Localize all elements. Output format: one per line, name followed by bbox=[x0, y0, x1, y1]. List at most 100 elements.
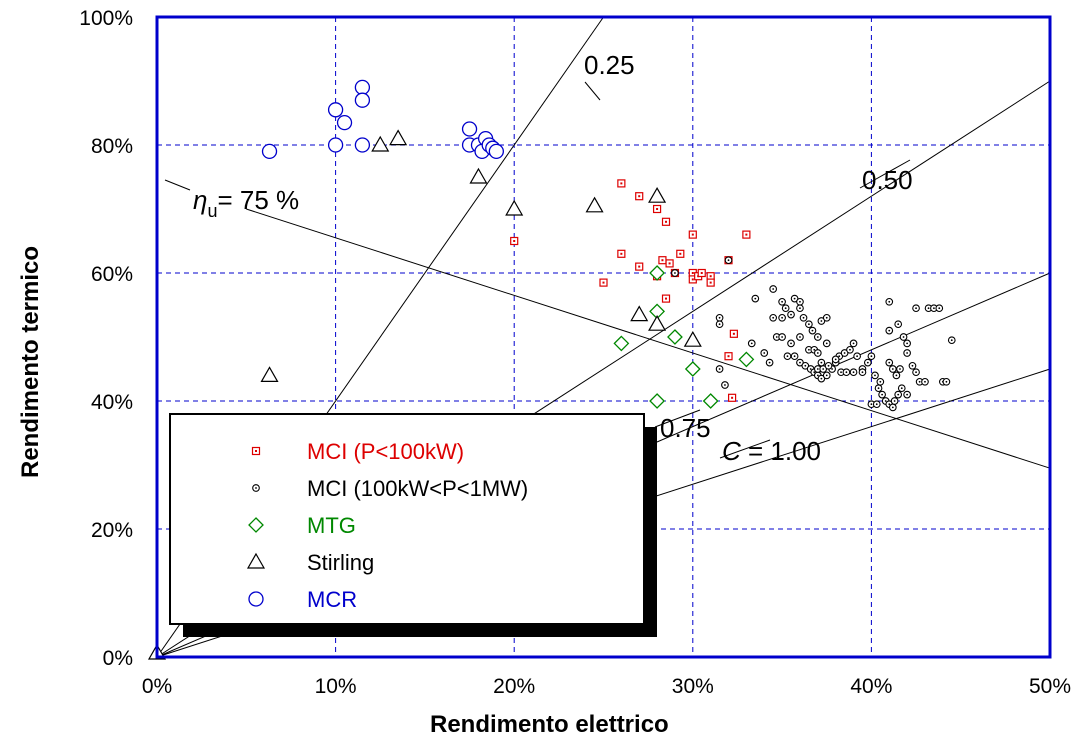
data-point bbox=[648, 314, 667, 331]
y-tick-label: 80% bbox=[91, 135, 133, 158]
data-point bbox=[702, 393, 719, 409]
data-point bbox=[813, 349, 822, 357]
data-point bbox=[783, 352, 792, 361]
x-tick-label: 20% bbox=[493, 675, 535, 698]
annotation-c050: 0.50 bbox=[862, 165, 913, 195]
data-point bbox=[892, 371, 901, 380]
x-axis-title: Rendimento elettrico bbox=[430, 711, 669, 738]
data-point bbox=[896, 365, 904, 373]
data-point bbox=[327, 137, 344, 153]
data-point bbox=[488, 143, 504, 160]
data-point bbox=[822, 371, 831, 380]
data-point bbox=[617, 179, 626, 188]
plot-frame bbox=[155, 15, 1052, 659]
data-point bbox=[890, 397, 899, 405]
x-tick-label: 40% bbox=[850, 675, 892, 698]
data-point bbox=[261, 143, 278, 160]
data-point bbox=[778, 333, 786, 341]
data-point bbox=[729, 329, 738, 338]
data-point bbox=[808, 326, 817, 335]
data-point bbox=[872, 400, 881, 409]
data-point bbox=[787, 339, 795, 348]
legend-marker bbox=[251, 446, 261, 456]
x-tick-label: 0% bbox=[142, 675, 172, 698]
data-point bbox=[724, 256, 733, 265]
data-point bbox=[354, 79, 371, 96]
data-point bbox=[912, 304, 920, 313]
data-point bbox=[671, 269, 679, 277]
legend-marker bbox=[248, 591, 264, 607]
data-point bbox=[853, 352, 861, 361]
legend-item: MCR bbox=[248, 587, 357, 612]
data-point bbox=[846, 345, 854, 354]
data-point bbox=[817, 358, 826, 367]
data-point bbox=[649, 393, 665, 409]
data-point bbox=[389, 129, 408, 146]
legend-label: Stirling bbox=[307, 550, 374, 575]
legend-label: MCI (100kW<P<1MW) bbox=[307, 476, 528, 501]
x-tick-label: 10% bbox=[315, 675, 357, 698]
data-point bbox=[781, 304, 790, 313]
data-point bbox=[790, 352, 799, 361]
annotation-eta: ηu= 75 % bbox=[193, 185, 299, 221]
series-1 bbox=[671, 256, 956, 412]
y-axis-title: Rendimento termico bbox=[17, 246, 44, 478]
data-point bbox=[831, 355, 840, 364]
data-point bbox=[461, 121, 478, 137]
data-point bbox=[371, 135, 390, 152]
data-point bbox=[354, 137, 371, 153]
data-point bbox=[824, 361, 833, 370]
data-point bbox=[878, 390, 886, 399]
data-point bbox=[863, 358, 872, 367]
y-tick-label: 20% bbox=[91, 519, 133, 542]
data-point bbox=[796, 297, 804, 306]
label-leader-line bbox=[654, 409, 701, 428]
data-point bbox=[796, 304, 804, 313]
legend-item: Stirling bbox=[246, 550, 374, 575]
data-point bbox=[661, 217, 671, 226]
annotation-c025: 0.25 bbox=[584, 50, 635, 80]
data-point bbox=[747, 339, 756, 348]
data-point bbox=[912, 368, 920, 377]
data-point bbox=[888, 365, 897, 373]
legend-item: MTG bbox=[248, 513, 356, 538]
data-point bbox=[805, 320, 813, 329]
data-point bbox=[665, 259, 674, 268]
data-point bbox=[505, 199, 524, 216]
y-tick-label: 0% bbox=[103, 647, 133, 670]
label-leader-line bbox=[719, 439, 771, 459]
annotation-eta-subscript: u bbox=[207, 201, 217, 221]
data-point bbox=[796, 333, 804, 341]
data-point bbox=[935, 304, 944, 313]
data-point bbox=[885, 358, 894, 367]
legend-box bbox=[169, 413, 645, 625]
data-point bbox=[772, 333, 781, 341]
data-point bbox=[715, 365, 724, 373]
data-point bbox=[469, 167, 488, 184]
data-point bbox=[676, 249, 685, 258]
data-point bbox=[742, 230, 751, 239]
data-point bbox=[635, 192, 644, 201]
x-tick-label: 30% bbox=[672, 675, 714, 698]
data-point bbox=[652, 204, 662, 214]
tick-labels: 0% 10% 20% 30% 40% 50% 0% 20% 40% 60% 80% 100% bbox=[79, 7, 1071, 698]
data-point bbox=[630, 305, 649, 322]
data-point bbox=[903, 349, 911, 357]
legend: MCI (P<100kW) MCI (100kW<P<1MW) MTG Stirlin… bbox=[169, 413, 657, 637]
data-point bbox=[599, 278, 608, 287]
reference-line bbox=[246, 208, 1051, 469]
data-point bbox=[899, 333, 908, 341]
legend-item: MCI (P<100kW) bbox=[251, 439, 464, 464]
data-point bbox=[260, 366, 279, 382]
data-point bbox=[885, 297, 894, 306]
data-point bbox=[822, 339, 831, 348]
legend-item: MCI (100kW<P<1MW) bbox=[252, 476, 528, 501]
data-point bbox=[799, 313, 808, 322]
data-point bbox=[727, 393, 737, 402]
data-point bbox=[897, 384, 906, 393]
data-point bbox=[871, 371, 879, 380]
data-point bbox=[842, 368, 851, 377]
data-point bbox=[769, 285, 778, 293]
data-point bbox=[688, 230, 697, 239]
